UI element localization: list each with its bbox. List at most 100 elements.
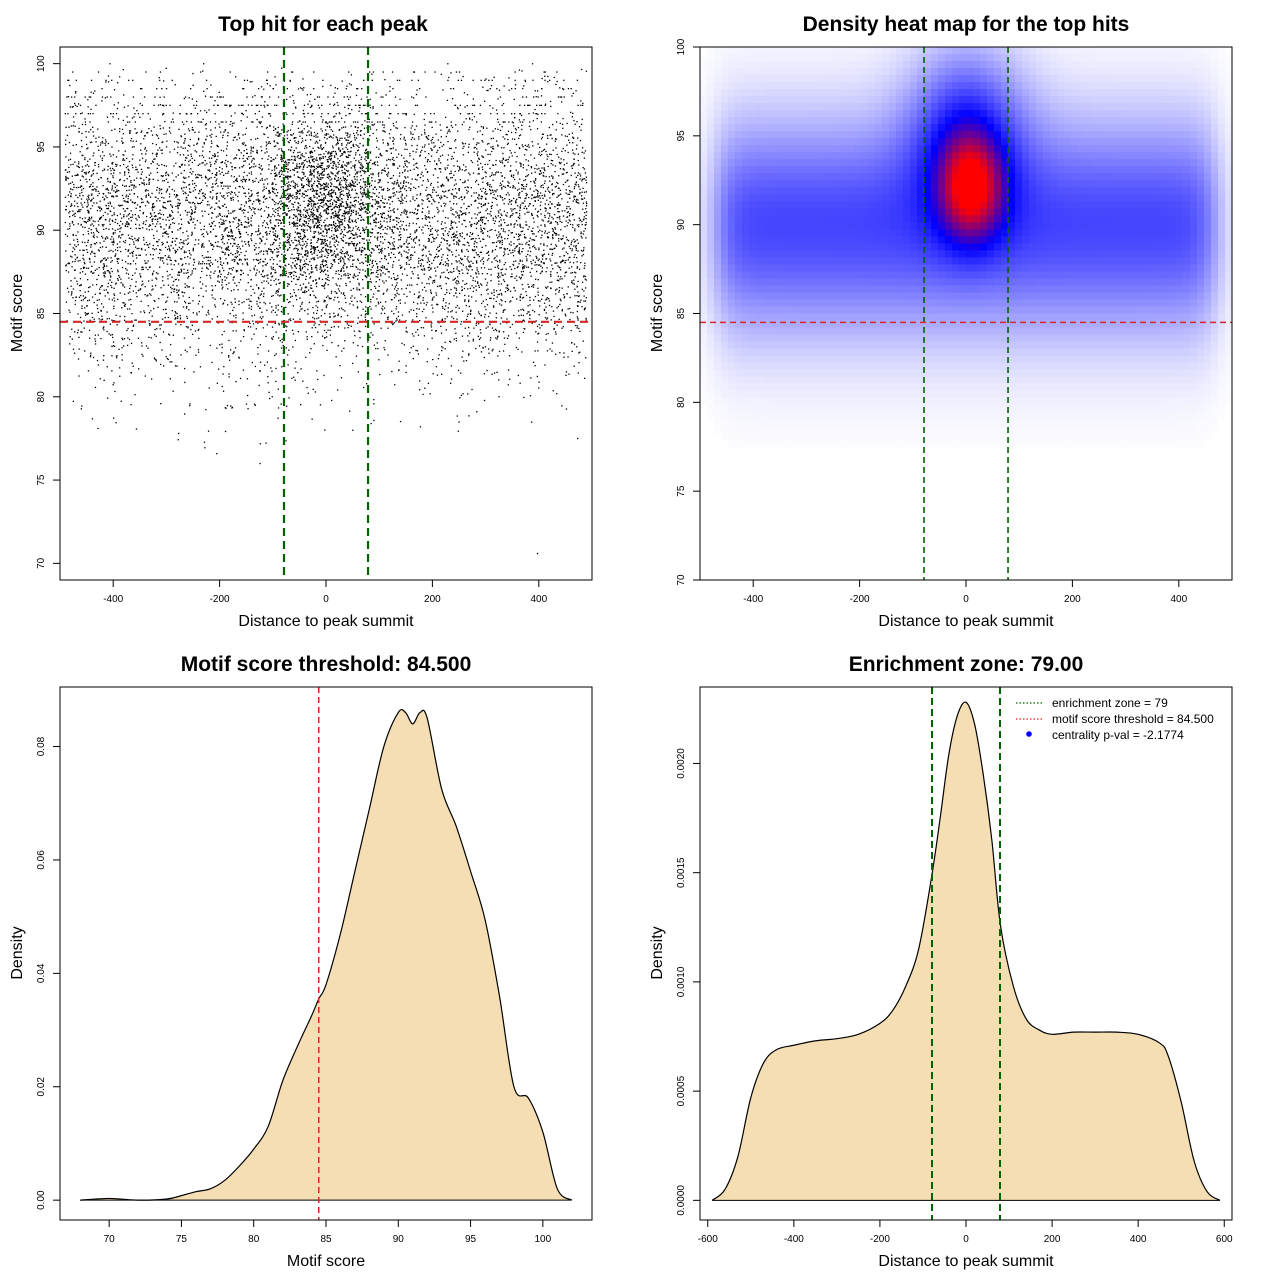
scatter-point xyxy=(237,195,239,198)
scatter-point xyxy=(442,307,444,309)
scatter-point xyxy=(305,278,307,280)
scatter-point xyxy=(381,216,383,219)
scatter-point xyxy=(543,71,545,73)
scatter-point xyxy=(421,255,424,257)
scatter-point xyxy=(468,300,470,303)
scatter-point xyxy=(129,132,131,134)
scatter-point xyxy=(558,289,561,292)
scatter-point xyxy=(533,299,535,301)
scatter-point xyxy=(134,237,136,240)
scatter-point xyxy=(191,98,193,100)
scatter-point xyxy=(79,195,81,197)
scatter-point xyxy=(192,248,194,250)
scatter-point xyxy=(424,224,426,226)
scatter-point xyxy=(339,155,341,157)
scatter-point xyxy=(102,225,104,227)
scatter-point xyxy=(291,203,293,205)
scatter-point xyxy=(574,240,577,242)
scatter-point xyxy=(512,264,515,266)
scatter-point xyxy=(337,288,340,290)
scatter-point xyxy=(468,295,470,297)
scatter-point xyxy=(573,158,575,160)
scatter-point xyxy=(257,346,259,349)
scatter-point xyxy=(481,258,483,261)
scatter-point xyxy=(466,186,468,188)
scatter-point xyxy=(439,244,441,246)
scatter-point xyxy=(339,177,342,180)
scatter-point xyxy=(235,187,237,189)
scatter-point xyxy=(284,165,287,167)
scatter-point xyxy=(281,197,283,199)
scatter-point xyxy=(247,274,249,276)
scatter-point xyxy=(346,323,348,325)
scatter-point xyxy=(478,202,480,204)
scatter-point xyxy=(484,79,486,81)
scatter-point xyxy=(198,261,200,263)
scatter-point xyxy=(573,198,576,201)
scatter-point xyxy=(366,264,368,267)
scatter-point xyxy=(372,132,374,135)
scatter-point xyxy=(442,299,444,302)
scatter-point xyxy=(192,300,194,302)
scatter-point xyxy=(103,275,105,277)
scatter-point xyxy=(522,188,525,190)
scatter-point xyxy=(289,79,291,82)
scatter-point xyxy=(329,315,331,318)
scatter-point xyxy=(556,221,558,224)
scatter-point xyxy=(420,263,422,265)
scatter-point xyxy=(501,294,503,296)
scatter-point xyxy=(243,301,245,303)
scatter-point xyxy=(194,159,196,161)
scatter-point xyxy=(116,185,118,187)
scatter-point xyxy=(334,205,337,207)
scatter-point xyxy=(325,228,327,230)
scatter-point xyxy=(120,282,122,284)
scatter-point xyxy=(565,220,567,222)
scatter-point xyxy=(87,160,89,162)
scatter-point xyxy=(577,199,579,201)
scatter-point xyxy=(194,150,196,152)
scatter-point xyxy=(246,258,248,260)
scatter-point xyxy=(124,303,127,305)
scatter-point xyxy=(458,170,460,172)
scatter-point xyxy=(253,333,255,335)
scatter-point xyxy=(364,194,367,196)
scatter-point xyxy=(435,292,437,294)
scatter-point xyxy=(128,121,131,123)
scatter-point xyxy=(373,123,376,125)
scatter-point xyxy=(159,259,162,261)
scatter-point xyxy=(322,266,325,268)
scatter-point xyxy=(579,193,581,195)
scatter-point xyxy=(220,131,222,133)
scatter-point xyxy=(443,271,445,273)
scatter-point xyxy=(480,216,482,219)
scatter-point xyxy=(358,330,360,332)
scatter-point xyxy=(247,408,249,410)
scatter-point xyxy=(228,282,230,284)
scatter-point xyxy=(311,159,313,161)
scatter-point xyxy=(378,252,380,254)
scatter-point xyxy=(393,226,396,228)
scatter-point xyxy=(316,185,318,187)
scatter-point xyxy=(167,181,169,183)
scatter-point xyxy=(343,234,345,236)
scatter-point xyxy=(88,131,90,133)
scatter-point xyxy=(249,81,251,83)
scatter-point xyxy=(141,268,143,271)
scatter-point xyxy=(318,96,321,98)
scatter-point xyxy=(226,227,228,229)
scatter-point xyxy=(275,235,277,238)
scatter-point xyxy=(384,312,386,315)
scatter-point xyxy=(451,98,454,100)
scatter-point xyxy=(377,273,379,276)
scatter-point xyxy=(431,329,433,331)
scatter-point xyxy=(264,275,266,277)
scatter-point xyxy=(110,96,112,98)
scatter-point xyxy=(109,279,111,281)
scatter-point xyxy=(356,228,359,230)
scatter-point xyxy=(278,324,280,326)
scatter-point xyxy=(370,173,372,175)
scatter-point xyxy=(487,293,489,295)
scatter-point xyxy=(73,183,75,186)
scatter-point xyxy=(98,299,100,301)
